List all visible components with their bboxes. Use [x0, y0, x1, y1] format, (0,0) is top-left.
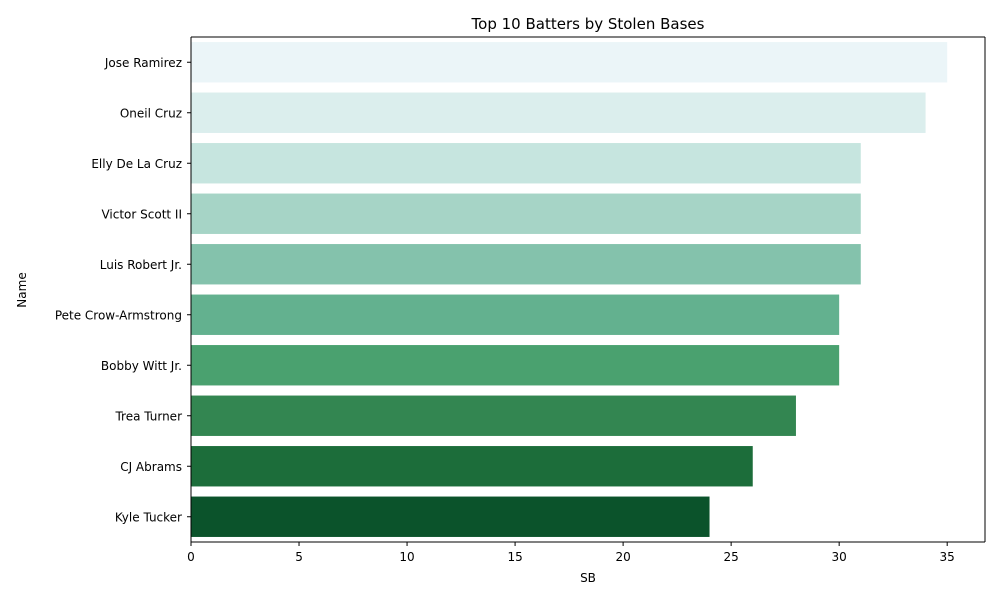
x-tick-label: 25: [723, 550, 738, 564]
x-tick-label: 10: [399, 550, 414, 564]
bar-elly-de-la-cruz: [191, 143, 861, 184]
y-tick-label: Jose Ramirez: [104, 56, 182, 70]
y-tick-label: Pete Crow-Armstrong: [55, 308, 182, 322]
y-tick-label: Trea Turner: [114, 409, 182, 423]
y-tick-label: CJ Abrams: [120, 460, 182, 474]
bar-trea-turner: [191, 395, 796, 436]
x-axis-label: SB: [580, 571, 596, 585]
y-tick-label: Kyle Tucker: [115, 510, 182, 524]
x-tick-label: 35: [940, 550, 955, 564]
bar-jose-ramirez: [191, 42, 948, 83]
ticks-layer: Jose Ramirez Oneil Cruz Elly De La Cruz Vic…: [55, 56, 955, 564]
bar-luis-robert-jr: [191, 244, 861, 285]
x-tick-label: 15: [507, 550, 522, 564]
x-tick-label: 5: [295, 550, 303, 564]
y-tick-label: Bobby Witt Jr.: [101, 359, 182, 373]
bar-pete-crow-armstrong: [191, 294, 840, 335]
y-tick-label: Luis Robert Jr.: [100, 258, 182, 272]
bar-oneil-cruz: [191, 92, 926, 133]
bars-layer: [191, 42, 948, 537]
y-tick-label: Victor Scott II: [101, 207, 182, 221]
bar-bobby-witt-jr: [191, 345, 840, 386]
x-tick-label: 30: [832, 550, 847, 564]
bar-kyle-tucker: [191, 496, 710, 537]
bar-cj-abrams: [191, 446, 753, 487]
x-tick-label: 20: [615, 550, 630, 564]
bar-victor-scott-ii: [191, 193, 861, 234]
axes-layer: [190, 36, 986, 543]
y-axis-label: Name: [15, 272, 29, 307]
y-tick-label: Elly De La Cruz: [91, 157, 182, 171]
chart-title: Top 10 Batters by Stolen Bases: [471, 15, 705, 33]
x-tick-label: 0: [187, 550, 195, 564]
y-tick-label: Oneil Cruz: [120, 106, 182, 120]
